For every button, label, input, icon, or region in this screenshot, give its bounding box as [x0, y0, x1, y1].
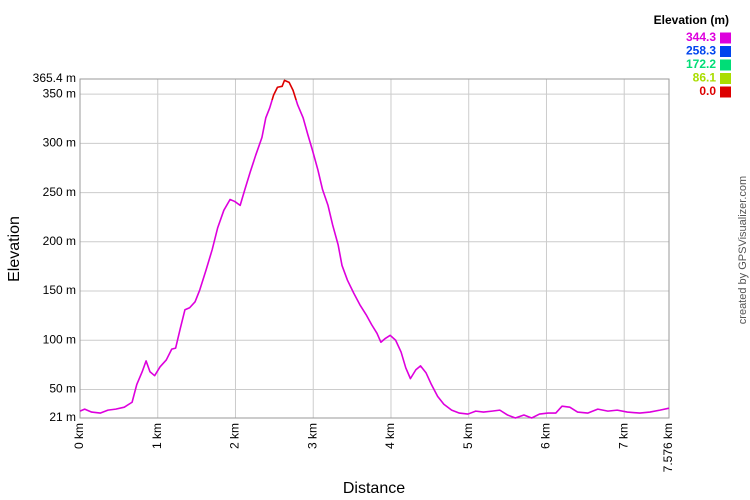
legend-label: 172.2 [686, 57, 716, 71]
x-tick-label: 1 km [150, 423, 164, 449]
legend-swatch [720, 73, 731, 84]
legend-label: 0.0 [699, 84, 716, 98]
x-tick-label: 4 km [383, 423, 397, 449]
legend-swatch [720, 46, 731, 57]
x-tick-label: 5 km [461, 423, 475, 449]
y-tick-label: 50 m [49, 382, 76, 396]
y-tick-label: 250 m [43, 185, 76, 199]
legend-swatch [720, 86, 731, 98]
legend-swatch [720, 59, 731, 71]
elevation-line [79, 79, 670, 419]
y-tick-label: 21 m [49, 410, 76, 424]
credit: created by GPSVisualizer.com [737, 176, 749, 324]
y-axis-label: Elevation [6, 216, 23, 282]
y-tick-label: 350 m [43, 86, 76, 100]
legend-label: 344.3 [686, 30, 716, 44]
x-tick-label: 3 km [305, 423, 319, 449]
x-tick-label: 7 km [616, 423, 630, 449]
y-tick-label: 100 m [43, 332, 76, 346]
plot-border [79, 78, 670, 419]
y-tick-label: 300 m [43, 136, 76, 150]
x-tick-label: 7.576 km [661, 423, 675, 472]
legend-label: 258.3 [686, 44, 716, 58]
y-tick-label: 150 m [43, 283, 76, 297]
y-tick-label: 200 m [43, 234, 76, 248]
legend-swatch [720, 32, 731, 44]
x-tick-label: 0 km [72, 423, 86, 449]
legend-title: Elevation (m) [654, 13, 729, 27]
legend-label: 86.1 [693, 71, 717, 85]
x-tick-label: 2 km [228, 423, 242, 449]
x-tick-label: 6 km [539, 423, 553, 449]
y-tick-label: 365.4 m [33, 71, 76, 85]
x-axis-label: Distance [343, 480, 405, 497]
